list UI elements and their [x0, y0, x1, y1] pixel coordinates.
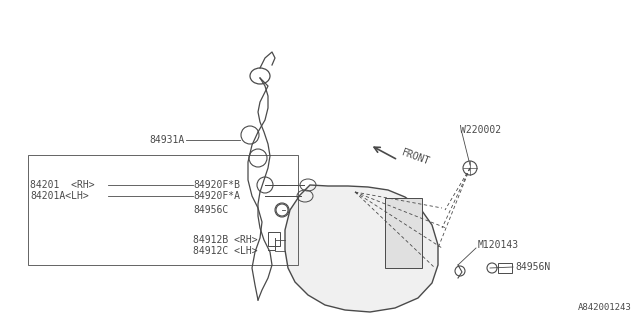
Text: 84201A<LH>: 84201A<LH>: [30, 191, 89, 201]
Text: 84931A: 84931A: [150, 135, 185, 145]
Polygon shape: [385, 198, 422, 268]
Bar: [268, 232, 280, 246]
Bar: [498, 263, 512, 273]
Text: M120143: M120143: [478, 240, 519, 250]
Polygon shape: [285, 185, 438, 312]
Text: 84920F*B: 84920F*B: [193, 180, 240, 190]
Text: 84956N: 84956N: [515, 262, 550, 272]
Text: 84920F*A: 84920F*A: [193, 191, 240, 201]
Text: 84956C: 84956C: [193, 205, 228, 215]
Text: FRONT: FRONT: [400, 147, 431, 167]
Bar: [28, 155, 298, 265]
Text: 84912C <LH>: 84912C <LH>: [193, 246, 258, 256]
Text: A842001243: A842001243: [579, 303, 632, 312]
Text: 84201  <RH>: 84201 <RH>: [30, 180, 95, 190]
Text: W220002: W220002: [460, 125, 501, 135]
Text: 84912B <RH>: 84912B <RH>: [193, 235, 258, 245]
